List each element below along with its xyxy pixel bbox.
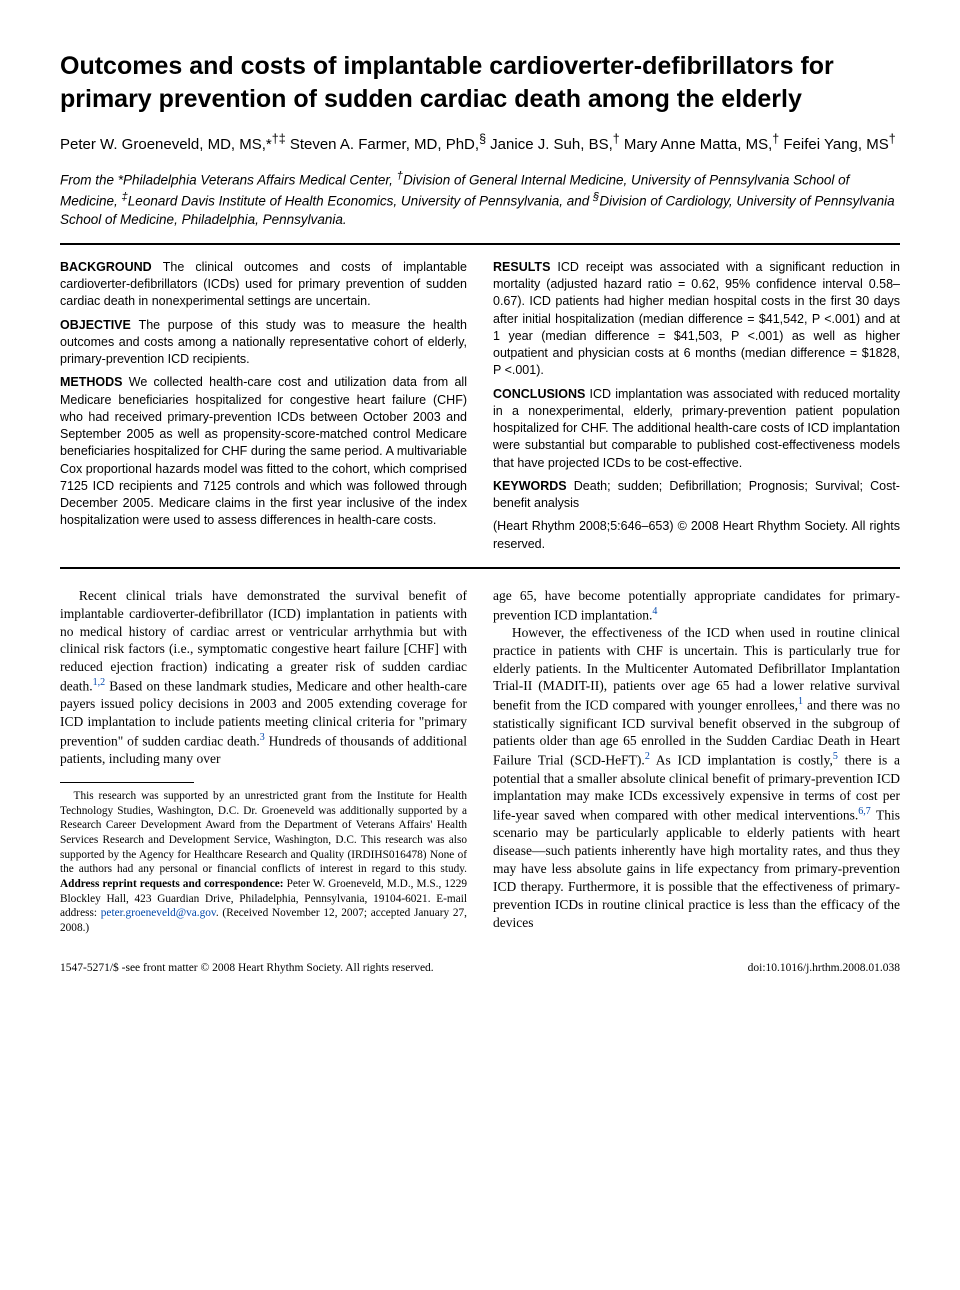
body-paragraph: Recent clinical trials have demonstrated…	[60, 587, 467, 768]
article-title: Outcomes and costs of implantable cardio…	[60, 50, 900, 115]
divider	[60, 567, 900, 569]
abstract-citation: (Heart Rhythm 2008;5:646–653) © 2008 Hea…	[493, 518, 900, 553]
footnote: This research was supported by an unrest…	[60, 789, 467, 936]
abstract: BACKGROUND The clinical outcomes and cos…	[60, 259, 900, 553]
author-list: Peter W. Groeneveld, MD, MS,*†‡ Steven A…	[60, 131, 900, 155]
body-paragraph: age 65, have become potentially appropri…	[493, 587, 900, 624]
abstract-conclusions: CONCLUSIONS ICD implantation was associa…	[493, 386, 900, 472]
abstract-methods: METHODS We collected health-care cost an…	[60, 374, 467, 529]
abstract-objective: OBJECTIVE The purpose of this study was …	[60, 317, 467, 369]
footer-right: doi:10.1016/j.hrthm.2008.01.038	[748, 962, 900, 974]
abstract-results: RESULTS ICD receipt was associated with …	[493, 259, 900, 380]
divider	[60, 243, 900, 245]
affiliations: From the *Philadelphia Veterans Affairs …	[60, 169, 900, 229]
abstract-keywords: KEYWORDS Death; sudden; Defibrillation; …	[493, 478, 900, 513]
page-footer: 1547-5271/$ -see front matter © 2008 Hea…	[60, 962, 900, 974]
body-paragraph: However, the effectiveness of the ICD wh…	[493, 624, 900, 931]
body-text: Recent clinical trials have demonstrated…	[60, 587, 900, 936]
footer-left: 1547-5271/$ -see front matter © 2008 Hea…	[60, 962, 434, 974]
abstract-background: BACKGROUND The clinical outcomes and cos…	[60, 259, 467, 311]
footnote-divider	[60, 782, 194, 783]
